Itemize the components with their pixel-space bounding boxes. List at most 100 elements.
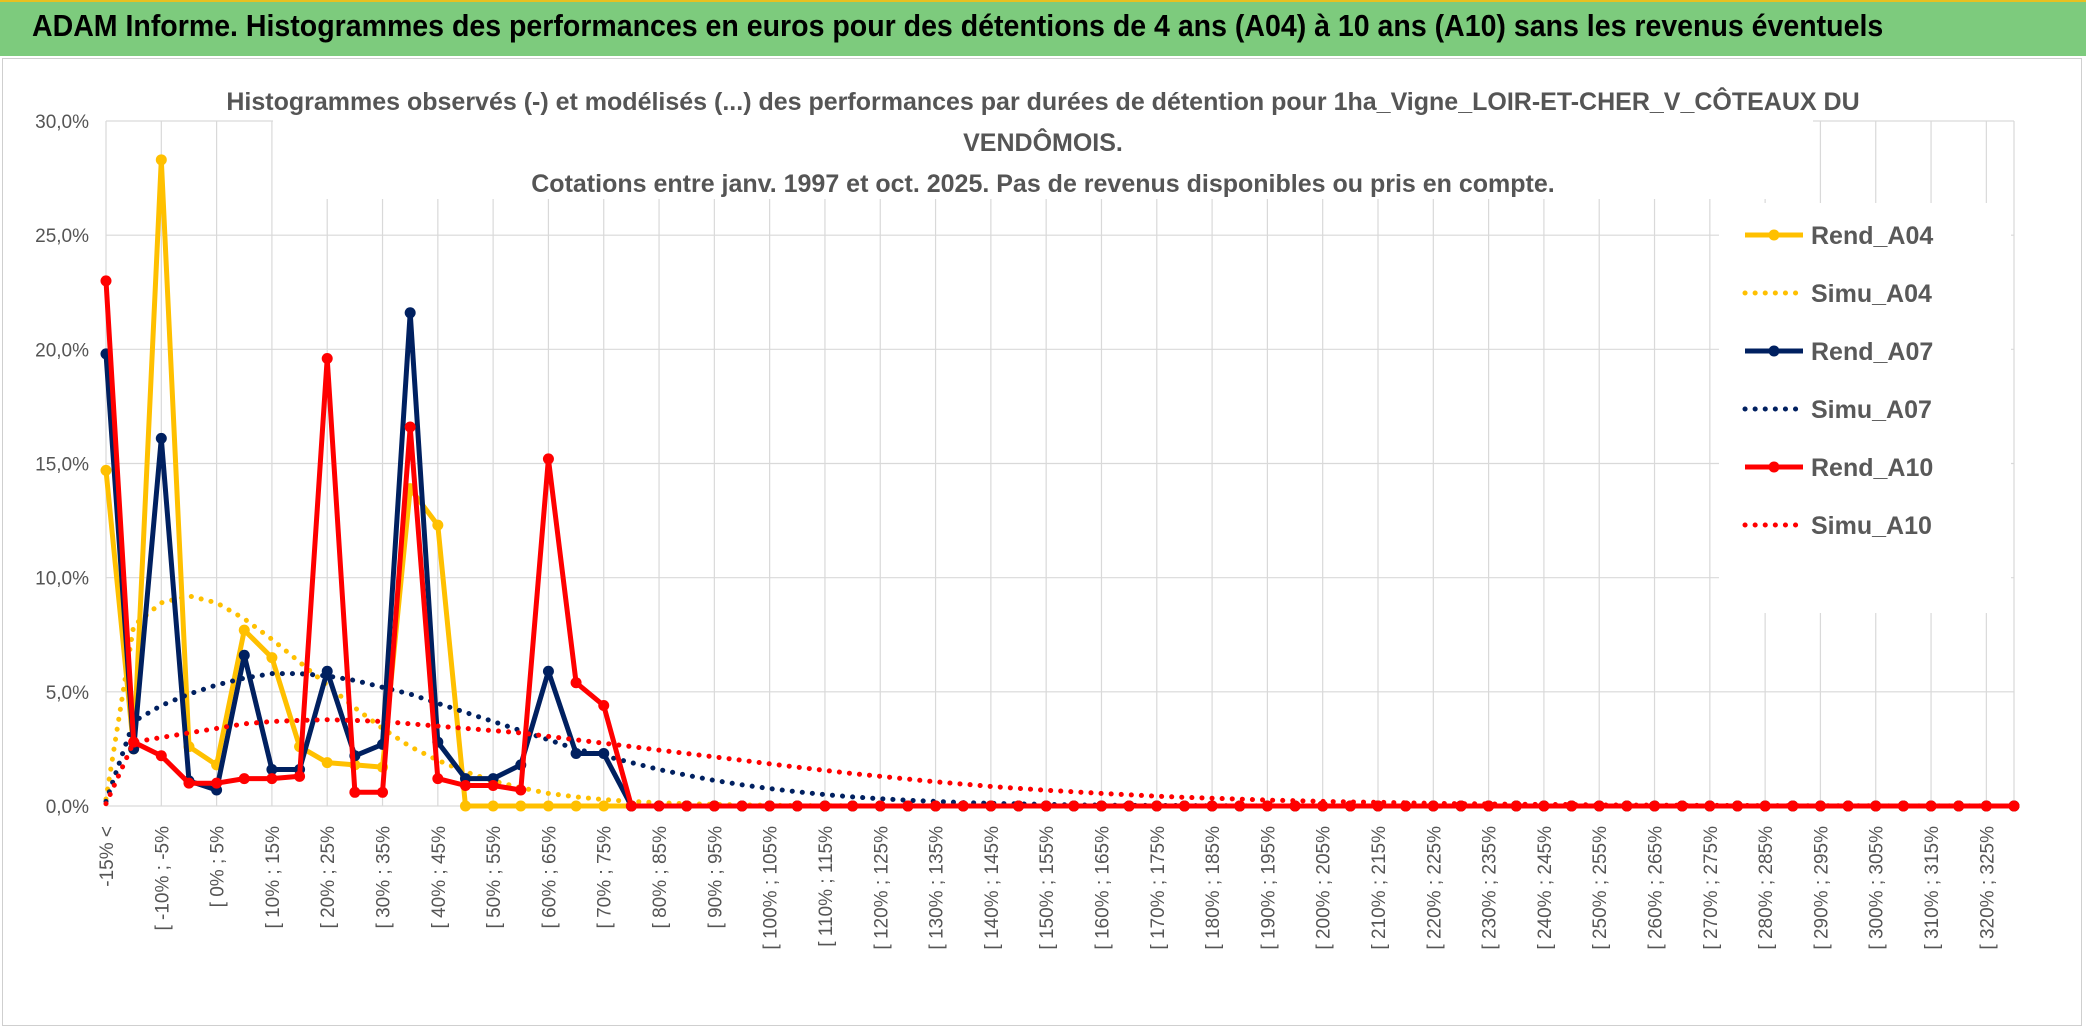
data-point-rend-a10 bbox=[1013, 800, 1025, 812]
grid-layer bbox=[105, 120, 2015, 807]
x-tick-label: [ 20% ; 25% bbox=[318, 826, 339, 929]
x-tick-label: [ 130% ; 135% bbox=[927, 826, 948, 950]
series-line-simu-a04 bbox=[103, 593, 2017, 809]
data-point-rend-a10 bbox=[625, 800, 637, 812]
data-point-rend-a10 bbox=[1897, 800, 1909, 812]
series-layer bbox=[100, 154, 2020, 812]
x-tick-label: [ 90% ; 95% bbox=[705, 826, 726, 929]
x-tick-label: [ 210% ; 215% bbox=[1369, 826, 1390, 950]
data-point-rend-a10 bbox=[1040, 800, 1052, 812]
x-tick-label: [ 260% ; 265% bbox=[1646, 826, 1667, 950]
data-point-rend-a10 bbox=[459, 779, 471, 791]
x-tick-label: [ 140% ; 145% bbox=[982, 826, 1003, 950]
data-point-rend-a04 bbox=[459, 800, 471, 812]
x-tick-label: [ 170% ; 175% bbox=[1148, 826, 1169, 950]
data-point-rend-a10 bbox=[708, 800, 720, 812]
x-tick-label: [ 40% ; 45% bbox=[429, 826, 450, 929]
data-point-rend-a10 bbox=[736, 800, 748, 812]
data-point-rend-a07 bbox=[238, 649, 250, 661]
data-point-rend-a10 bbox=[1123, 800, 1135, 812]
data-point-rend-a10 bbox=[1261, 800, 1273, 812]
x-tick-label: [ 250% ; 255% bbox=[1590, 826, 1611, 950]
x-tick-label: [ 150% ; 155% bbox=[1037, 826, 1058, 950]
x-tick-label: [ 60% ; 65% bbox=[539, 826, 560, 929]
data-point-rend-a10 bbox=[1234, 800, 1246, 812]
x-tick-label: [ 220% ; 225% bbox=[1424, 826, 1445, 950]
legend-label-simu-a07: Simu_A07 bbox=[1811, 396, 1932, 424]
data-point-rend-a10 bbox=[1289, 800, 1301, 812]
data-point-rend-a04 bbox=[100, 464, 112, 476]
data-point-rend-a10 bbox=[819, 800, 831, 812]
data-point-rend-a10 bbox=[1676, 800, 1688, 812]
legend-label-rend-a10: Rend_A10 bbox=[1811, 454, 1933, 482]
data-point-rend-a10 bbox=[183, 777, 195, 789]
data-point-rend-a10 bbox=[653, 800, 665, 812]
x-tick-label: [ 0% ; 5% bbox=[208, 826, 229, 907]
x-tick-label: [ 230% ; 235% bbox=[1480, 826, 1501, 950]
data-point-rend-a10 bbox=[294, 770, 306, 782]
data-point-rend-a04 bbox=[238, 624, 250, 636]
x-tick-label: [ 310% ; 315% bbox=[1922, 826, 1943, 950]
data-point-rend-a10 bbox=[791, 800, 803, 812]
data-point-rend-a10 bbox=[847, 800, 859, 812]
data-point-rend-a10 bbox=[542, 453, 554, 465]
chart-title-line-2: VENDÔMOIS. bbox=[963, 127, 1123, 157]
y-tick-label: 15,0% bbox=[35, 455, 89, 476]
data-point-rend-a10 bbox=[1787, 800, 1799, 812]
x-tick-label: [ 50% ; 55% bbox=[484, 826, 505, 929]
data-point-rend-a04 bbox=[542, 800, 554, 812]
x-tick-label: [ 100% ; 105% bbox=[761, 826, 782, 950]
x-axis: -15% < [ -10% ; -5% [ 0% ; 5% [ 10% ; 15% [ … bbox=[97, 826, 1998, 950]
x-tick-label: [ 10% ; 15% bbox=[263, 826, 284, 929]
y-tick-label: 30,0% bbox=[35, 112, 89, 133]
legend-marker-rend-a07 bbox=[1768, 345, 1780, 357]
x-tick-label: [ 30% ; 35% bbox=[374, 826, 395, 929]
data-point-rend-a07 bbox=[404, 307, 416, 319]
y-tick-label: 20,0% bbox=[35, 340, 89, 361]
x-tick-label: -15% < bbox=[97, 826, 118, 887]
legend-label-rend-a04: Rend_A04 bbox=[1811, 222, 1933, 250]
data-point-rend-a07 bbox=[266, 763, 278, 775]
legend-label-simu-a10: Simu_A10 bbox=[1811, 512, 1932, 540]
x-tick-label: [ 200% ; 205% bbox=[1314, 826, 1335, 950]
data-point-rend-a10 bbox=[985, 800, 997, 812]
x-tick-label: [ 320% ; 325% bbox=[1977, 826, 1998, 950]
legend: Rend_A04 Simu_A04 Rend_A07 Simu_A07 Rend_A10… bbox=[1742, 222, 1933, 540]
chart-title: Histogrammes observés (-) et modélisés (… bbox=[226, 81, 1860, 199]
data-point-rend-a10 bbox=[266, 773, 278, 785]
data-point-rend-a10 bbox=[1980, 800, 1992, 812]
x-tick-label: [ 270% ; 275% bbox=[1701, 826, 1722, 950]
data-point-rend-a10 bbox=[487, 779, 499, 791]
y-tick-label: 5,0% bbox=[46, 683, 89, 704]
data-point-rend-a10 bbox=[1870, 800, 1882, 812]
x-tick-label: [ 160% ; 165% bbox=[1092, 826, 1113, 950]
y-tick-label: 0,0% bbox=[46, 797, 89, 818]
data-point-rend-a10 bbox=[211, 777, 223, 789]
data-point-rend-a10 bbox=[1068, 800, 1080, 812]
x-tick-label: [ 280% ; 285% bbox=[1756, 826, 1777, 950]
data-point-rend-a10 bbox=[1206, 800, 1218, 812]
data-point-rend-a10 bbox=[764, 800, 776, 812]
data-point-rend-a10 bbox=[874, 800, 886, 812]
data-point-rend-a10 bbox=[598, 700, 610, 712]
data-point-rend-a04 bbox=[321, 757, 333, 769]
legend-marker-rend-a10 bbox=[1768, 461, 1780, 473]
data-point-rend-a10 bbox=[957, 800, 969, 812]
x-tick-label: [ 110% ; 115% bbox=[816, 826, 837, 947]
data-point-rend-a10 bbox=[377, 786, 389, 798]
data-point-rend-a04 bbox=[598, 800, 610, 812]
chart-title-line-3: Cotations entre janv. 1997 et oct. 2025.… bbox=[531, 170, 1554, 198]
data-point-rend-a04 bbox=[515, 800, 527, 812]
data-point-rend-a10 bbox=[432, 773, 444, 785]
data-point-rend-a04 bbox=[155, 154, 167, 166]
data-point-rend-a07 bbox=[570, 747, 582, 759]
report-header: ADAM Informe. Histogrammes des performan… bbox=[0, 0, 2086, 56]
data-point-rend-a10 bbox=[681, 800, 693, 812]
chart-title-line-1: Histogrammes observés (-) et modélisés (… bbox=[226, 86, 1859, 116]
data-point-rend-a04 bbox=[487, 800, 499, 812]
data-point-rend-a07 bbox=[542, 665, 554, 677]
data-point-rend-a10 bbox=[238, 773, 250, 785]
x-tick-label: [ 300% ; 305% bbox=[1867, 826, 1888, 950]
legend-label-rend-a07: Rend_A07 bbox=[1811, 338, 1933, 366]
x-tick-label: [ -10% ; -5% bbox=[152, 826, 173, 931]
